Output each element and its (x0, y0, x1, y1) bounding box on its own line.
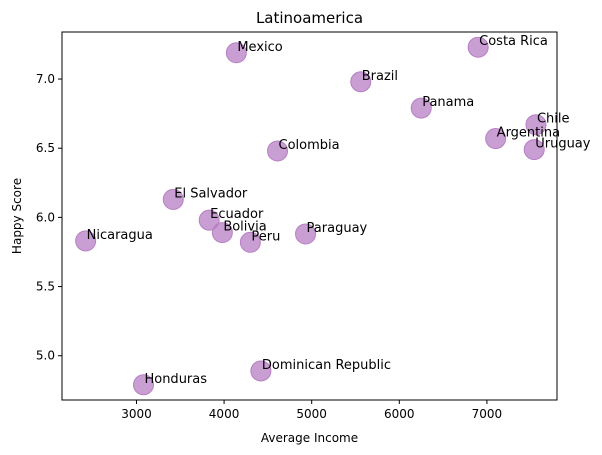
x-tick-label: 5000 (296, 407, 327, 421)
point-label: El Salvador (174, 186, 248, 201)
data-point (225, 42, 247, 64)
y-axis: 5.0 5.5 6.0 6.5 7.0 (36, 72, 62, 363)
point-label: Dominican Republic (262, 358, 391, 373)
point-label: Chile (537, 112, 570, 127)
point-label: Uruguay (535, 137, 591, 152)
x-axis-label: Average Income (261, 431, 358, 445)
point-label: Colombia (279, 138, 340, 153)
point-label: Bolivia (223, 220, 266, 235)
data-point (410, 97, 432, 119)
data-point (467, 36, 489, 58)
x-axis: 3000 4000 5000 6000 7000 (121, 400, 502, 421)
point-label: Ecuador (210, 207, 264, 222)
data-point (523, 139, 545, 161)
y-tick-label: 5.5 (36, 280, 55, 294)
y-tick-label: 6.0 (36, 210, 55, 224)
y-tick-label: 5.0 (36, 349, 55, 363)
data-point (485, 128, 507, 150)
point-label: Brazil (362, 69, 398, 84)
point-label: Argentina (497, 126, 560, 141)
point-label: Paraguay (307, 221, 368, 236)
point-label: Peru (251, 229, 280, 244)
y-tick-label: 7.0 (36, 72, 55, 86)
data-point (525, 114, 547, 136)
x-tick-label: 6000 (384, 407, 415, 421)
data-point (250, 360, 272, 382)
y-tick-label: 6.5 (36, 141, 55, 155)
data-point (198, 209, 220, 231)
x-tick-label: 4000 (209, 407, 240, 421)
point-label: Honduras (144, 372, 207, 387)
point-label: Nicaragua (87, 228, 153, 243)
point-label: Costa Rica (479, 34, 548, 49)
data-point (350, 71, 372, 93)
point-labels-layer: Mexico Costa Rica Brazil Panama ChileArgenti… (87, 34, 591, 387)
chart-title: Latinoamerica (256, 9, 363, 27)
data-point (295, 223, 317, 245)
data-point (267, 140, 289, 162)
data-point (75, 230, 97, 252)
data-point (132, 374, 154, 396)
points-layer (75, 36, 547, 396)
data-point (239, 231, 261, 253)
data-point (211, 222, 233, 244)
x-tick-label: 7000 (472, 407, 503, 421)
x-tick-label: 3000 (121, 407, 152, 421)
y-axis-label: Happy Score (10, 178, 24, 254)
data-point (162, 188, 184, 210)
point-label: Panama (422, 95, 474, 110)
plot-frame (61, 31, 558, 401)
point-label: Mexico (237, 40, 282, 55)
